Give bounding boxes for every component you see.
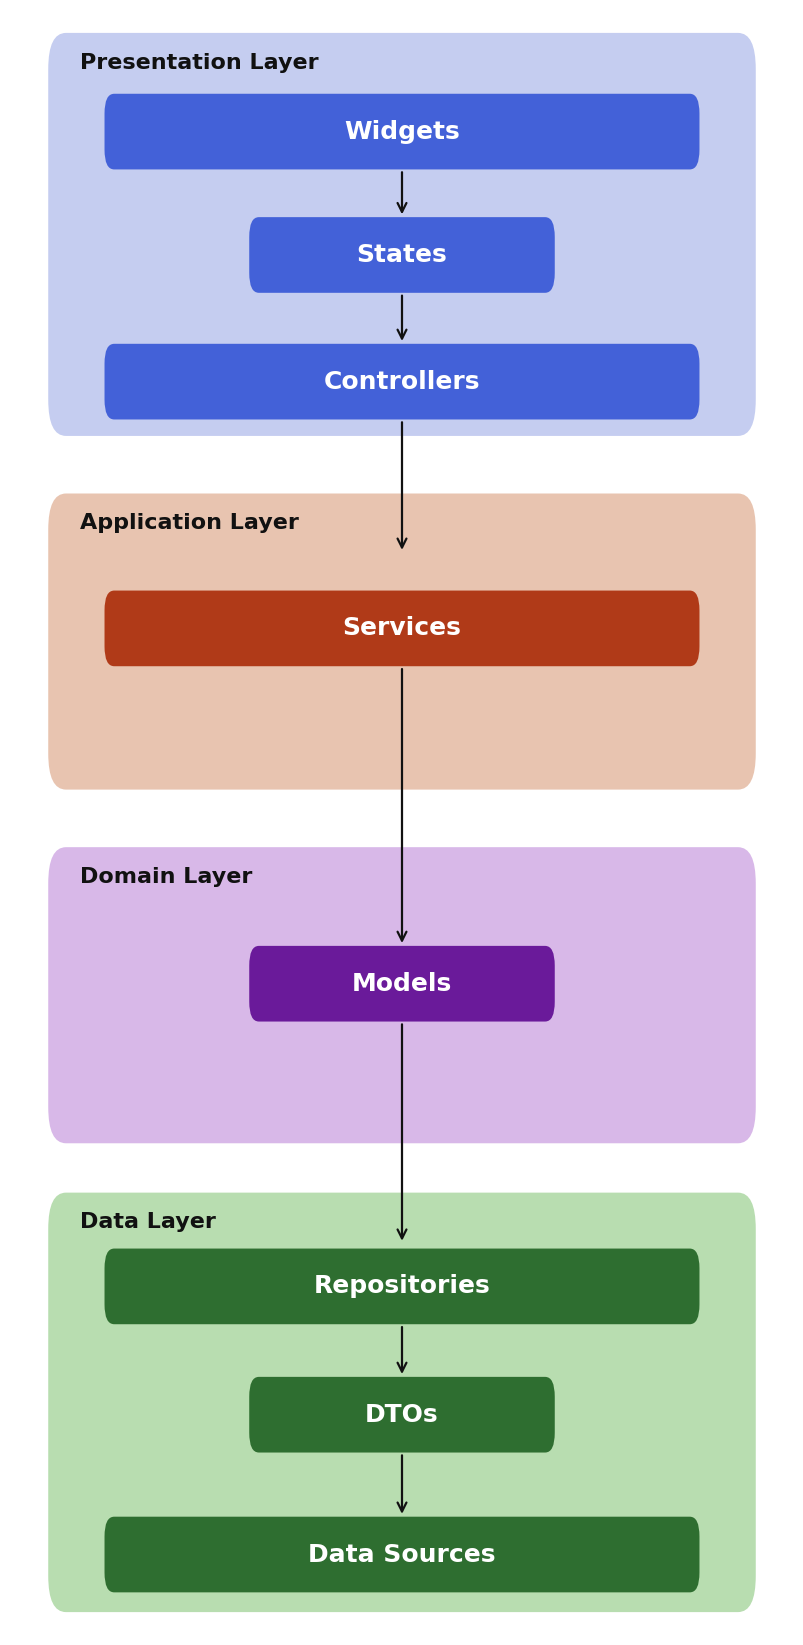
Text: Presentation Layer: Presentation Layer [80, 53, 319, 72]
FancyBboxPatch shape [104, 591, 699, 666]
FancyBboxPatch shape [48, 33, 755, 436]
Text: Services: Services [342, 617, 461, 640]
FancyBboxPatch shape [249, 1377, 554, 1453]
FancyBboxPatch shape [104, 94, 699, 169]
Text: DTOs: DTOs [365, 1403, 438, 1426]
FancyBboxPatch shape [48, 847, 755, 1143]
Text: Models: Models [352, 972, 451, 995]
Text: Data Layer: Data Layer [80, 1212, 216, 1232]
Text: Widgets: Widgets [344, 120, 459, 143]
FancyBboxPatch shape [249, 217, 554, 293]
FancyBboxPatch shape [104, 344, 699, 419]
FancyBboxPatch shape [48, 494, 755, 790]
FancyBboxPatch shape [104, 1249, 699, 1324]
Text: Application Layer: Application Layer [80, 513, 299, 533]
Text: Controllers: Controllers [324, 370, 479, 393]
Text: Data Sources: Data Sources [308, 1543, 495, 1566]
Text: Repositories: Repositories [313, 1275, 490, 1298]
Text: Domain Layer: Domain Layer [80, 867, 252, 887]
FancyBboxPatch shape [48, 1193, 755, 1612]
Text: States: States [357, 243, 446, 266]
FancyBboxPatch shape [249, 946, 554, 1022]
FancyBboxPatch shape [104, 1517, 699, 1592]
